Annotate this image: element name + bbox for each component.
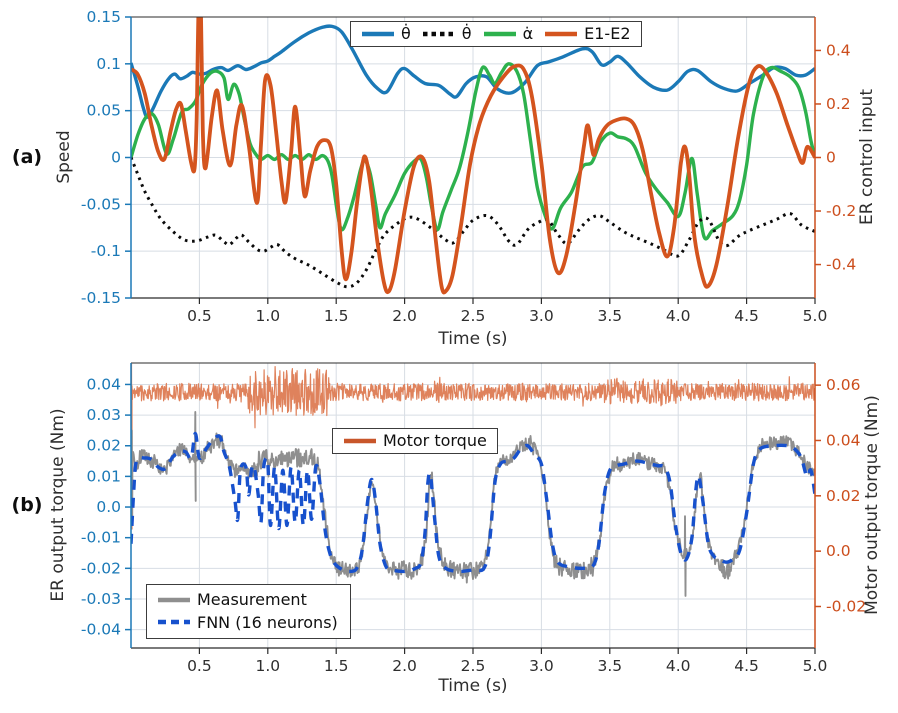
panel-b-right-axis-label: Motor output torque (Nm)	[862, 395, 882, 615]
legend-item: E1-E2	[544, 24, 631, 43]
x-tick-label: 2.5	[461, 657, 486, 675]
left-tick-label: 0.03	[86, 406, 121, 424]
motor-torque-legend: Motor torque	[332, 428, 498, 454]
series-group-a	[131, 17, 815, 295]
x-tick-label: 1.0	[255, 657, 280, 675]
x-tick-label: 2.0	[392, 657, 417, 675]
right-tick-label: 0.06	[826, 376, 861, 394]
left-tick-label: 0.0	[96, 498, 121, 516]
panel-b-tag: (b)	[11, 494, 43, 516]
right-tick-label: -0.02	[826, 597, 866, 615]
legend-item: FNN (16 neurons)	[157, 612, 338, 632]
left-tick-label: -0.01	[81, 529, 121, 547]
left-tick-label: -0.02	[81, 559, 121, 577]
left-tick-label: -0.04	[81, 621, 121, 639]
legend-line-sample	[362, 31, 394, 37]
axes-b: 0.5 1.0 1.5 2.0 2.5 3.0 3.5 4.0 4.5 5.0 0.04 0.03 0.…	[81, 362, 866, 675]
x-tick-label: 2.5	[461, 307, 486, 325]
x-tick-label: 4.5	[734, 657, 759, 675]
right-tick-label: -0.2	[826, 202, 856, 220]
legend-item: α̇	[483, 24, 534, 43]
legend-line-sample	[344, 438, 376, 444]
legend-item: Motor torque	[343, 432, 487, 450]
x-tick-label: 3.0	[529, 307, 554, 325]
right-tick-label: 0.04	[826, 431, 861, 449]
x-tick-label: 3.0	[529, 657, 554, 675]
legend-line-sample	[422, 31, 455, 37]
legend-label: Motor torque	[383, 431, 487, 450]
x-tick-label: 1.5	[324, 657, 349, 675]
legend-line-sample	[545, 31, 578, 37]
panel-a-legend: θ̇ θ̇ α̇ E1-E2	[350, 21, 642, 47]
right-tick-label: 0.4	[826, 41, 851, 59]
legend-label: E1-E2	[584, 24, 631, 43]
x-tick-label: 4.5	[734, 307, 759, 325]
left-tick-label: -0.1	[91, 242, 121, 260]
panel-a-left-axis-label: Speed	[54, 130, 74, 184]
legend-item: θ̇	[422, 25, 472, 43]
x-tick-label: 1.5	[324, 307, 349, 325]
measurement-fnn-legend: Measurement FNN (16 neurons)	[146, 584, 351, 640]
legend-item: θ̇	[361, 25, 411, 43]
legend-label: FNN (16 neurons)	[197, 612, 338, 632]
right-tick-label: 0.2	[826, 95, 851, 113]
legend-label: θ̇	[461, 24, 472, 43]
curve-e1-minus-e2	[131, 17, 815, 295]
panel-a-right-axis-label: ER control input	[857, 88, 877, 226]
x-tick-label: 4.0	[666, 307, 691, 325]
left-tick-label: -0.03	[81, 590, 121, 608]
left-tick-label: 0.04	[86, 375, 121, 393]
legend-line-sample	[158, 620, 190, 625]
left-tick-label: -0.15	[81, 289, 121, 307]
x-tick-label: 5.0	[803, 307, 828, 325]
series-group-b	[131, 363, 815, 597]
curve-motor-torque	[131, 363, 815, 530]
panel-b-left-axis-label: ER output torque (Nm)	[48, 408, 68, 602]
left-tick-label: 0.1	[96, 55, 121, 73]
panel-a-x-axis-label: Time (s)	[438, 329, 508, 349]
right-tick-label: 0.02	[826, 487, 861, 505]
x-tick-label: 0.5	[187, 307, 212, 325]
x-tick-label: 3.5	[597, 307, 622, 325]
legend-line-sample	[483, 31, 516, 37]
axes-a: 0.5 1.0 1.5 2.0 2.5 3.0 3.5 4.0 4.5 5.0 0.15 0.1 0.0…	[81, 8, 856, 325]
legend-label: Measurement	[197, 590, 307, 609]
legend-line-sample	[158, 597, 190, 603]
right-tick-label: 0	[826, 149, 836, 167]
curve-fnn-16-neurons	[131, 431, 815, 574]
x-tick-label: 3.5	[597, 657, 622, 675]
legend-label: α̇	[522, 24, 534, 43]
panel-a-tag: (a)	[11, 146, 43, 168]
x-tick-label: 2.0	[392, 307, 417, 325]
left-tick-label: 0.01	[86, 467, 121, 485]
legend-item: Measurement	[157, 591, 307, 609]
left-tick-label: 0.02	[86, 437, 121, 455]
x-tick-label: 5.0	[803, 657, 828, 675]
right-tick-label: -0.4	[826, 256, 856, 274]
left-tick-label: 0.15	[86, 8, 121, 26]
right-tick-label: 0.0	[826, 542, 851, 560]
x-tick-label: 0.5	[187, 657, 212, 675]
x-tick-label: 1.0	[255, 307, 280, 325]
left-tick-label: 0	[111, 149, 121, 167]
left-tick-label: 0.05	[86, 102, 121, 120]
left-tick-label: -0.05	[81, 195, 121, 213]
x-tick-label: 4.0	[666, 657, 691, 675]
panel-b-x-axis-label: Time (s)	[438, 676, 508, 696]
legend-label: θ̇	[401, 24, 411, 43]
